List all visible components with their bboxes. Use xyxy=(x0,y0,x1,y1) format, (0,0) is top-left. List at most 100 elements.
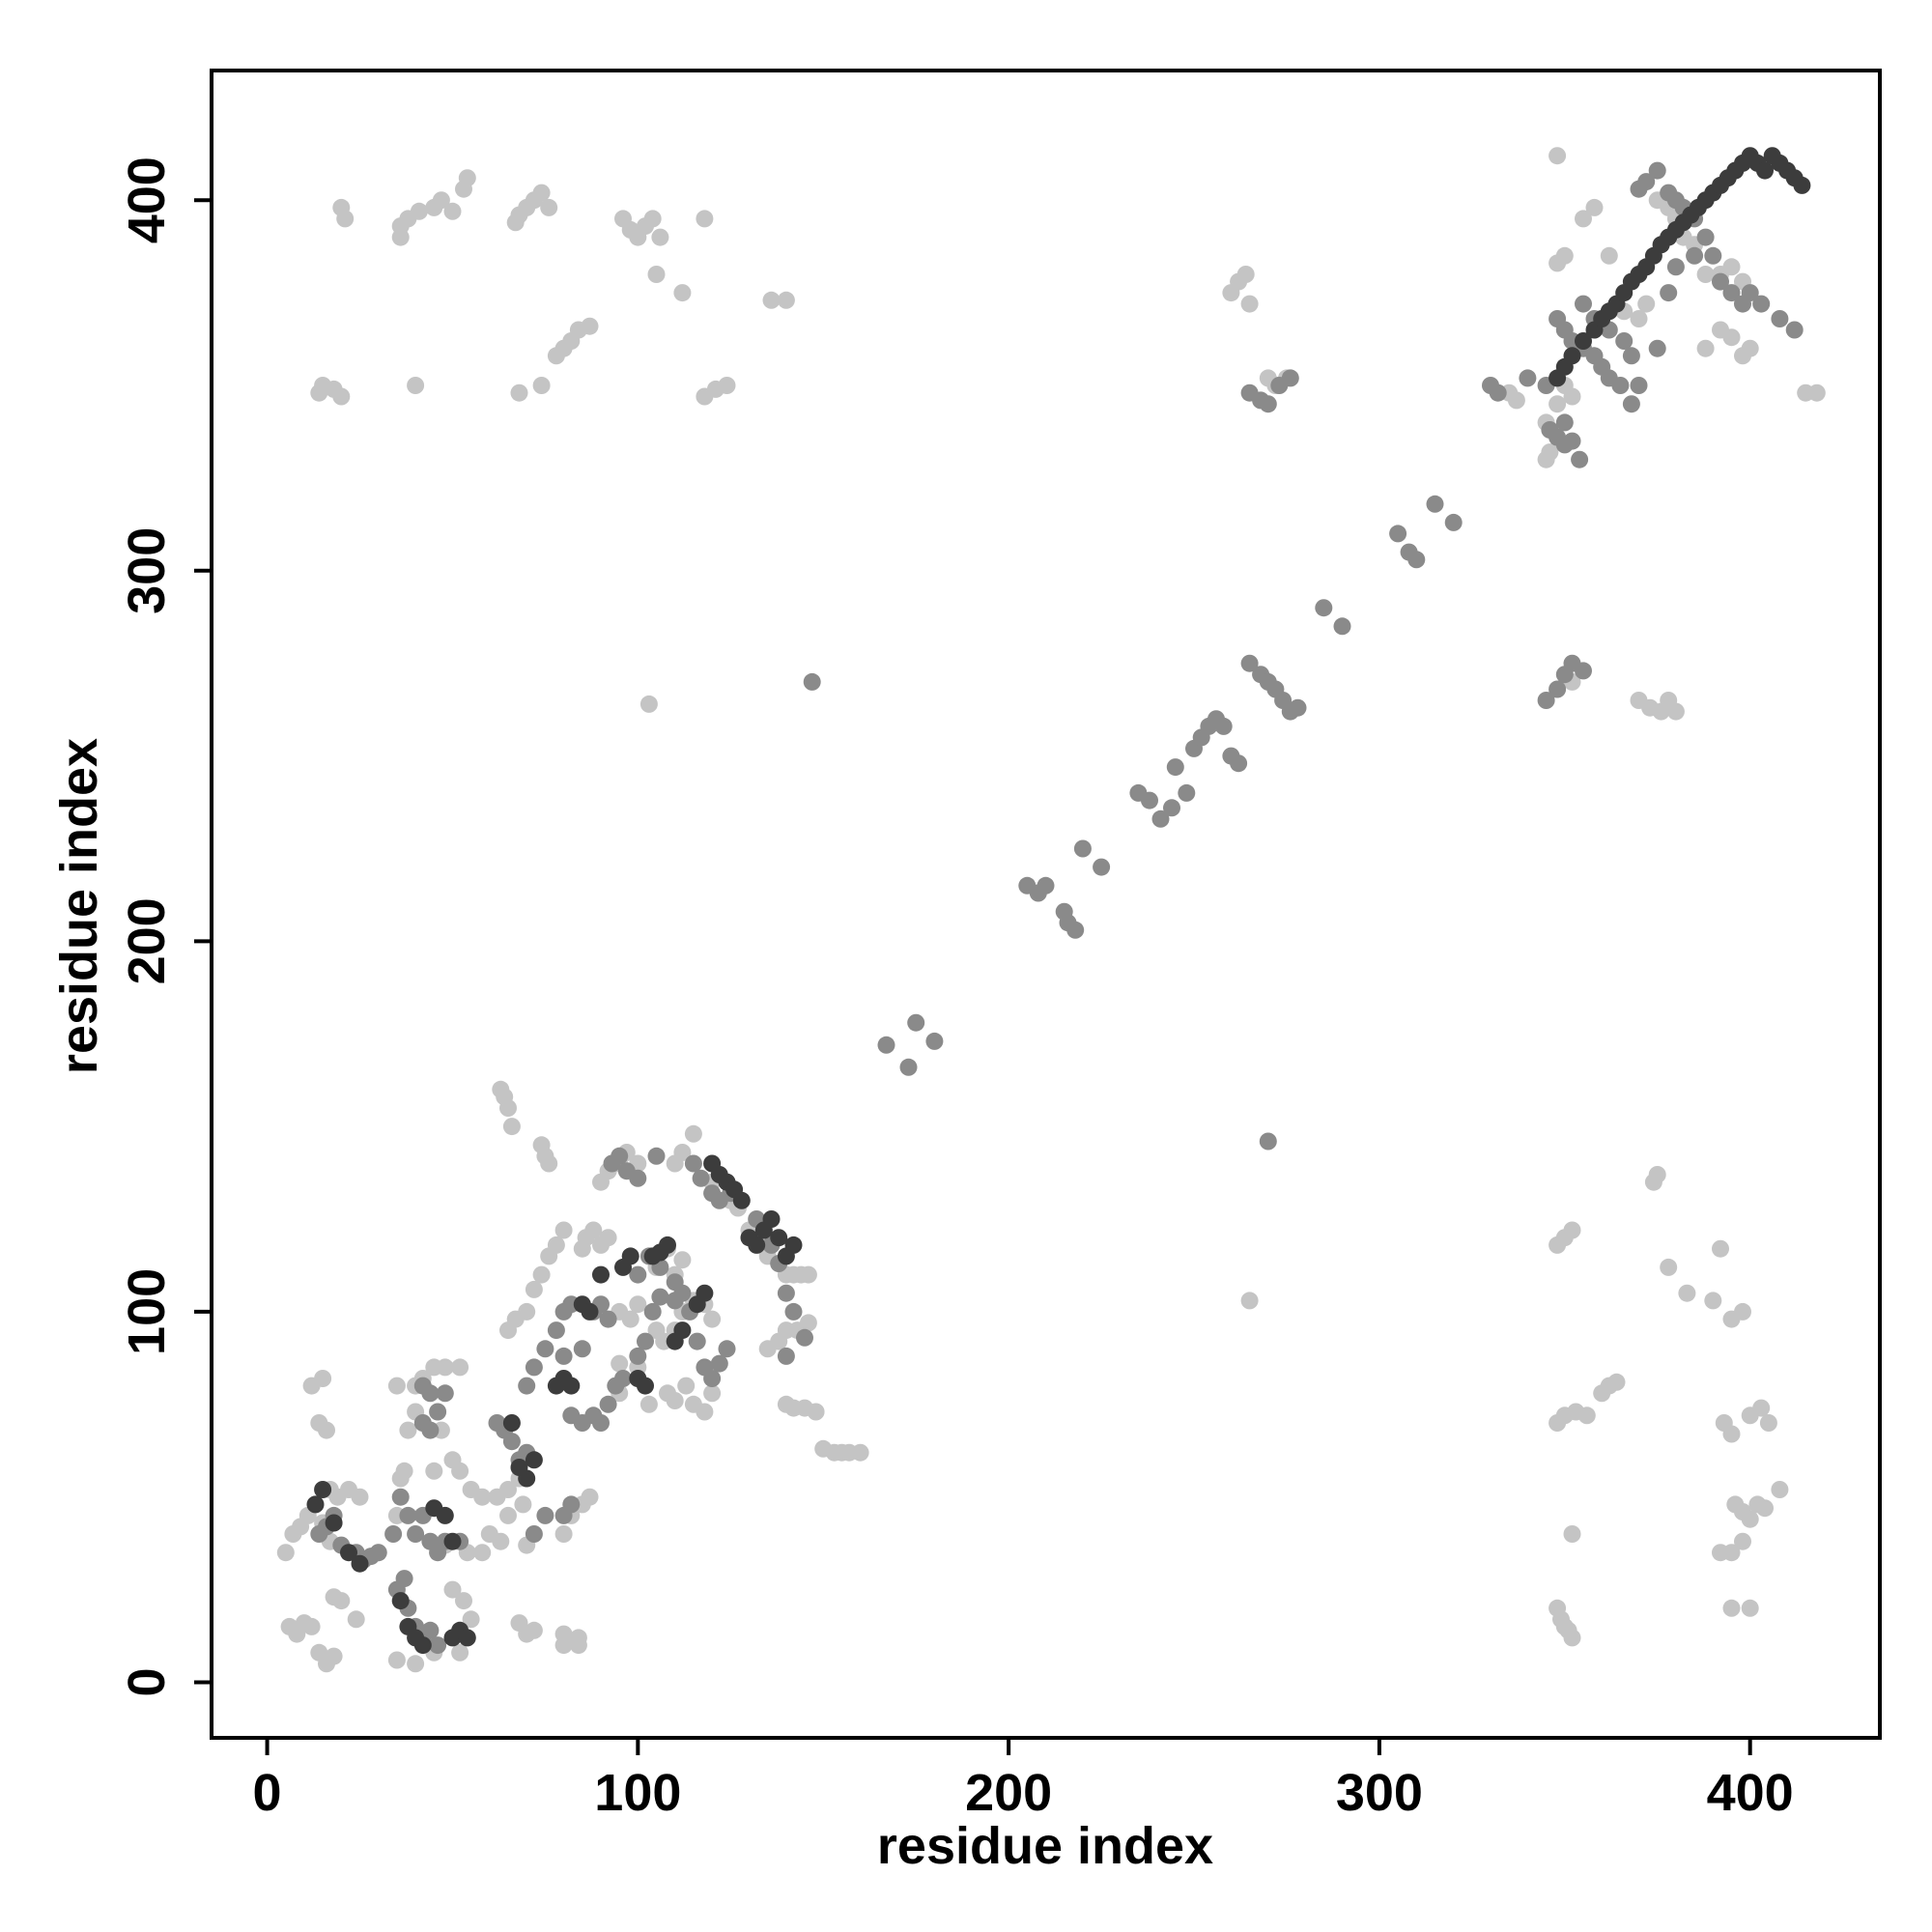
data-point-dark-24 xyxy=(592,1265,610,1284)
data-point-dark-50 xyxy=(1563,347,1581,365)
data-point-light-237 xyxy=(1734,1532,1751,1550)
data-point-light-135 xyxy=(807,1403,825,1421)
data-point-medium-35 xyxy=(525,1525,543,1543)
data-point-medium-141 xyxy=(1575,662,1592,680)
data-point-dark-8 xyxy=(391,1592,410,1610)
data-point-medium-177 xyxy=(1771,310,1789,327)
data-point-dark-33 xyxy=(673,1321,692,1340)
data-point-light-192 xyxy=(1240,1292,1259,1310)
data-point-light-59 xyxy=(492,1532,510,1550)
y-axis: 0 100 200 300 400 xyxy=(118,156,212,1696)
data-point-light-15 xyxy=(314,1370,332,1387)
data-point-light-63 xyxy=(525,1621,543,1639)
data-point-light-221 xyxy=(1704,1292,1722,1310)
data-point-light-66 xyxy=(554,1636,573,1655)
data-point-light-0 xyxy=(276,1544,295,1562)
data-point-medium-17 xyxy=(399,1506,417,1524)
data-point-dark-40 xyxy=(732,1191,751,1209)
data-point-medium-129 xyxy=(1444,513,1463,531)
data-point-light-144 xyxy=(502,1118,521,1136)
data-point-dark-7 xyxy=(413,1636,432,1655)
data-point-medium-125 xyxy=(1389,525,1407,543)
data-point-medium-74 xyxy=(611,1147,629,1165)
data-point-medium-78 xyxy=(684,1154,702,1173)
data-point-medium-170 xyxy=(1648,161,1666,180)
data-point-medium-134 xyxy=(1259,395,1277,413)
data-point-light-265 xyxy=(1741,339,1759,357)
data-point-medium-161 xyxy=(1666,258,1685,276)
data-point-light-28 xyxy=(395,1462,413,1480)
data-point-light-278 xyxy=(1548,147,1567,165)
data-point-light-223 xyxy=(1734,1302,1751,1321)
data-point-light-153 xyxy=(410,202,428,220)
data-point-medium-148 xyxy=(1571,450,1589,469)
data-point-medium-38 xyxy=(562,1495,581,1514)
data-point-medium-89 xyxy=(777,1347,795,1365)
data-point-light-251 xyxy=(1637,295,1656,313)
data-point-light-238 xyxy=(1722,1599,1741,1617)
data-point-medium-93 xyxy=(907,1013,925,1032)
data-point-dark-44 xyxy=(762,1210,781,1228)
data-point-medium-88 xyxy=(796,1328,813,1347)
data-point-medium-169 xyxy=(1637,173,1656,191)
data-point-medium-124 xyxy=(1333,617,1351,636)
data-point-light-196 xyxy=(1240,295,1259,313)
data-point-light-57 xyxy=(499,1506,517,1524)
data-point-light-204 xyxy=(1563,1629,1581,1647)
data-point-light-173 xyxy=(696,210,714,228)
data-point-light-156 xyxy=(443,202,462,220)
data-point-light-227 xyxy=(1752,1399,1771,1417)
data-point-medium-131 xyxy=(1259,1132,1277,1151)
data-point-light-104 xyxy=(703,1310,722,1328)
data-point-light-149 xyxy=(336,210,355,228)
data-point-medium-159 xyxy=(1648,339,1666,357)
data-point-medium-146 xyxy=(1555,413,1574,432)
data-point-light-55 xyxy=(488,1488,506,1506)
data-point-light-140 xyxy=(851,1443,869,1462)
data-points xyxy=(276,147,1826,1673)
data-point-dark-28 xyxy=(637,1377,654,1395)
data-point-light-158 xyxy=(458,169,476,187)
data-point-light-170 xyxy=(651,228,669,246)
data-point-medium-46 xyxy=(573,1340,591,1358)
data-point-light-254 xyxy=(1722,328,1741,347)
data-point-medium-45 xyxy=(554,1347,573,1365)
data-point-medium-7 xyxy=(369,1544,387,1562)
data-point-medium-76 xyxy=(629,1169,647,1187)
data-point-medium-53 xyxy=(614,1370,632,1387)
data-point-medium-108 xyxy=(1178,783,1196,802)
data-point-medium-39 xyxy=(518,1377,536,1395)
x-tick-label-0: 0 xyxy=(253,1764,282,1822)
data-point-medium-183 xyxy=(1622,347,1640,365)
data-point-light-147 xyxy=(540,1154,558,1173)
data-point-light-182 xyxy=(532,377,551,394)
data-point-medium-25 xyxy=(421,1421,440,1439)
data-point-light-234 xyxy=(1771,1481,1789,1498)
data-point-medium-10 xyxy=(395,1570,413,1588)
y-tick-label-0: 0 xyxy=(118,1667,176,1696)
x-tick-label-3: 300 xyxy=(1336,1764,1423,1822)
data-point-light-10 xyxy=(302,1617,321,1635)
data-point-medium-175 xyxy=(1741,284,1759,302)
data-point-light-40 xyxy=(451,1462,469,1480)
data-point-medium-182 xyxy=(1615,332,1634,350)
data-point-light-115 xyxy=(673,1144,692,1161)
data-point-light-126 xyxy=(799,1265,817,1284)
data-point-light-17 xyxy=(318,1421,335,1439)
data-point-dark-18 xyxy=(525,1451,543,1469)
data-point-medium-15 xyxy=(429,1636,447,1655)
data-point-light-269 xyxy=(1507,391,1525,410)
data-point-light-29 xyxy=(399,1421,417,1439)
data-point-light-143 xyxy=(499,1099,517,1117)
data-point-medium-144 xyxy=(1519,369,1537,387)
data-point-medium-127 xyxy=(1407,551,1426,569)
data-point-medium-157 xyxy=(1622,395,1640,413)
data-point-light-169 xyxy=(643,210,662,228)
data-point-light-163 xyxy=(532,184,551,202)
data-point-light-220 xyxy=(1712,1239,1729,1258)
data-point-medium-14 xyxy=(421,1621,440,1639)
data-point-light-86 xyxy=(621,1310,639,1328)
data-point-light-46 xyxy=(443,1580,462,1599)
data-point-light-172 xyxy=(673,284,692,302)
data-point-light-231 xyxy=(1741,1510,1759,1528)
